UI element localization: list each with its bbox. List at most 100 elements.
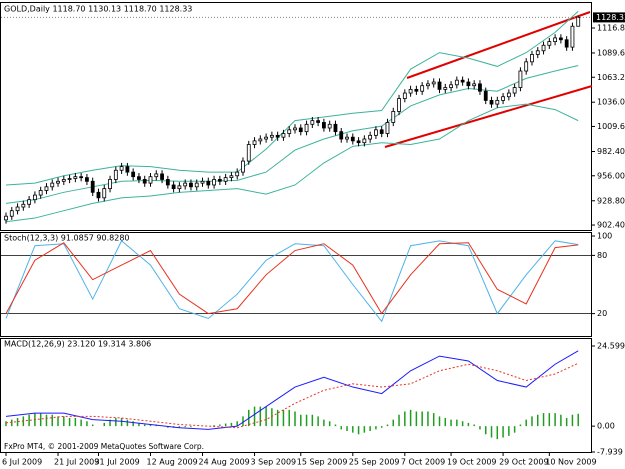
candle-body: [501, 96, 505, 101]
candle-body: [535, 50, 540, 55]
y-tick-label: 100: [597, 232, 612, 241]
candle-body: [160, 173, 164, 180]
y-tick-label: 982.40: [597, 147, 625, 156]
candle-body: [67, 178, 72, 180]
candle-body: [362, 138, 367, 144]
candle-body: [339, 131, 344, 140]
candle-body: [131, 171, 136, 178]
candle-body: [518, 70, 523, 88]
candle-body: [449, 84, 453, 88]
candle-body: [56, 180, 60, 184]
candle-body: [177, 185, 182, 190]
candle-body: [379, 129, 384, 134]
candle-body: [189, 182, 193, 188]
candle-body: [512, 87, 517, 94]
stoch-line: [5, 240, 579, 323]
channel-upper: [406, 11, 591, 79]
candle-body: [258, 138, 263, 142]
candle-body: [374, 129, 378, 136]
x-tick-label: 24 Aug 2009: [199, 458, 250, 467]
x-tick-label: 6 Jul 2009: [2, 458, 42, 467]
candle-body: [269, 134, 274, 138]
candle-body: [281, 133, 286, 138]
candle-body: [454, 79, 459, 86]
candle-body: [137, 176, 141, 180]
y-tick-label: 1089.65: [597, 48, 625, 57]
candle-body: [194, 182, 199, 188]
candle-body: [246, 144, 251, 162]
candle-body: [4, 215, 8, 221]
candle-body: [414, 88, 419, 92]
candle-body: [553, 37, 557, 42]
candle-body: [420, 85, 425, 92]
candle-body: [217, 179, 222, 182]
stoch-line: [5, 242, 579, 315]
candle-body: [96, 191, 101, 199]
last-price-box: [593, 12, 625, 23]
macd-line: [5, 350, 579, 430]
candle-body: [564, 39, 569, 48]
y-tick-label: 20: [597, 309, 607, 318]
candle-body: [495, 100, 500, 105]
candle-body: [50, 182, 55, 188]
bollinger-band: [5, 65, 579, 204]
candle-body: [483, 90, 488, 101]
y-tick-label: 928.80: [597, 196, 625, 205]
y-tick-label: 1116.80: [597, 23, 625, 32]
candle-body: [212, 179, 216, 186]
candle-body: [90, 180, 95, 193]
candle-body: [9, 210, 14, 217]
candle-body: [148, 176, 153, 184]
candle-body: [570, 25, 575, 48]
candle-body: [345, 136, 349, 140]
channel-lower: [384, 85, 593, 148]
candle-body: [437, 81, 442, 90]
candle-body: [402, 92, 407, 99]
candle-body: [79, 176, 84, 179]
candle-body: [356, 140, 361, 144]
x-tick-label: 29 Oct 2009: [499, 458, 548, 467]
macd-panel: [0, 338, 592, 453]
candle-body: [397, 98, 401, 112]
macd-line: [5, 362, 579, 429]
candle-body: [333, 123, 338, 133]
candle-body: [408, 88, 413, 94]
candle-body: [125, 166, 130, 173]
candle-body: [558, 37, 563, 41]
macd-title: MACD(12,26,9) 23.120 19.314 3.806: [4, 340, 151, 349]
candle-body: [73, 176, 78, 179]
candle-body: [321, 122, 326, 129]
candle-body: [27, 199, 32, 205]
candle-body: [154, 173, 159, 178]
candle-body: [252, 140, 257, 145]
x-tick-label: 21 Jul 2009: [54, 458, 99, 467]
candle-body: [472, 83, 477, 87]
last-price-label: 1128.33: [596, 13, 625, 22]
x-tick-label: 3 Sep 2009: [251, 458, 297, 467]
candle-body: [61, 179, 66, 182]
candle-body: [293, 127, 297, 131]
y-tick-label: 24.599: [597, 342, 625, 351]
candle-body: [119, 166, 124, 171]
candle-body: [113, 169, 118, 180]
candle-body: [478, 83, 482, 92]
candle-body: [85, 177, 89, 182]
candle-body: [489, 100, 494, 105]
x-tick-label: 25 Sep 2009: [349, 458, 400, 467]
candle-body: [21, 203, 26, 208]
candle-body: [316, 120, 321, 123]
candle-body: [235, 171, 240, 177]
stoch-title: Stoch(12,3,3) 91.0857 90.8280: [4, 234, 130, 243]
candle-body: [530, 54, 534, 63]
candle-body: [541, 44, 546, 52]
y-tick-label: 902.40: [597, 221, 625, 230]
x-tick-label: 19 Oct 2009: [447, 458, 496, 467]
y-tick-label: 0.00: [597, 422, 615, 431]
y-tick-label: 956.00: [597, 171, 625, 180]
candle-body: [206, 180, 211, 186]
candle-body: [275, 134, 280, 138]
candle-body: [165, 179, 170, 186]
candle-body: [44, 186, 49, 191]
candle-body: [431, 81, 436, 85]
candle-body: [241, 160, 245, 173]
